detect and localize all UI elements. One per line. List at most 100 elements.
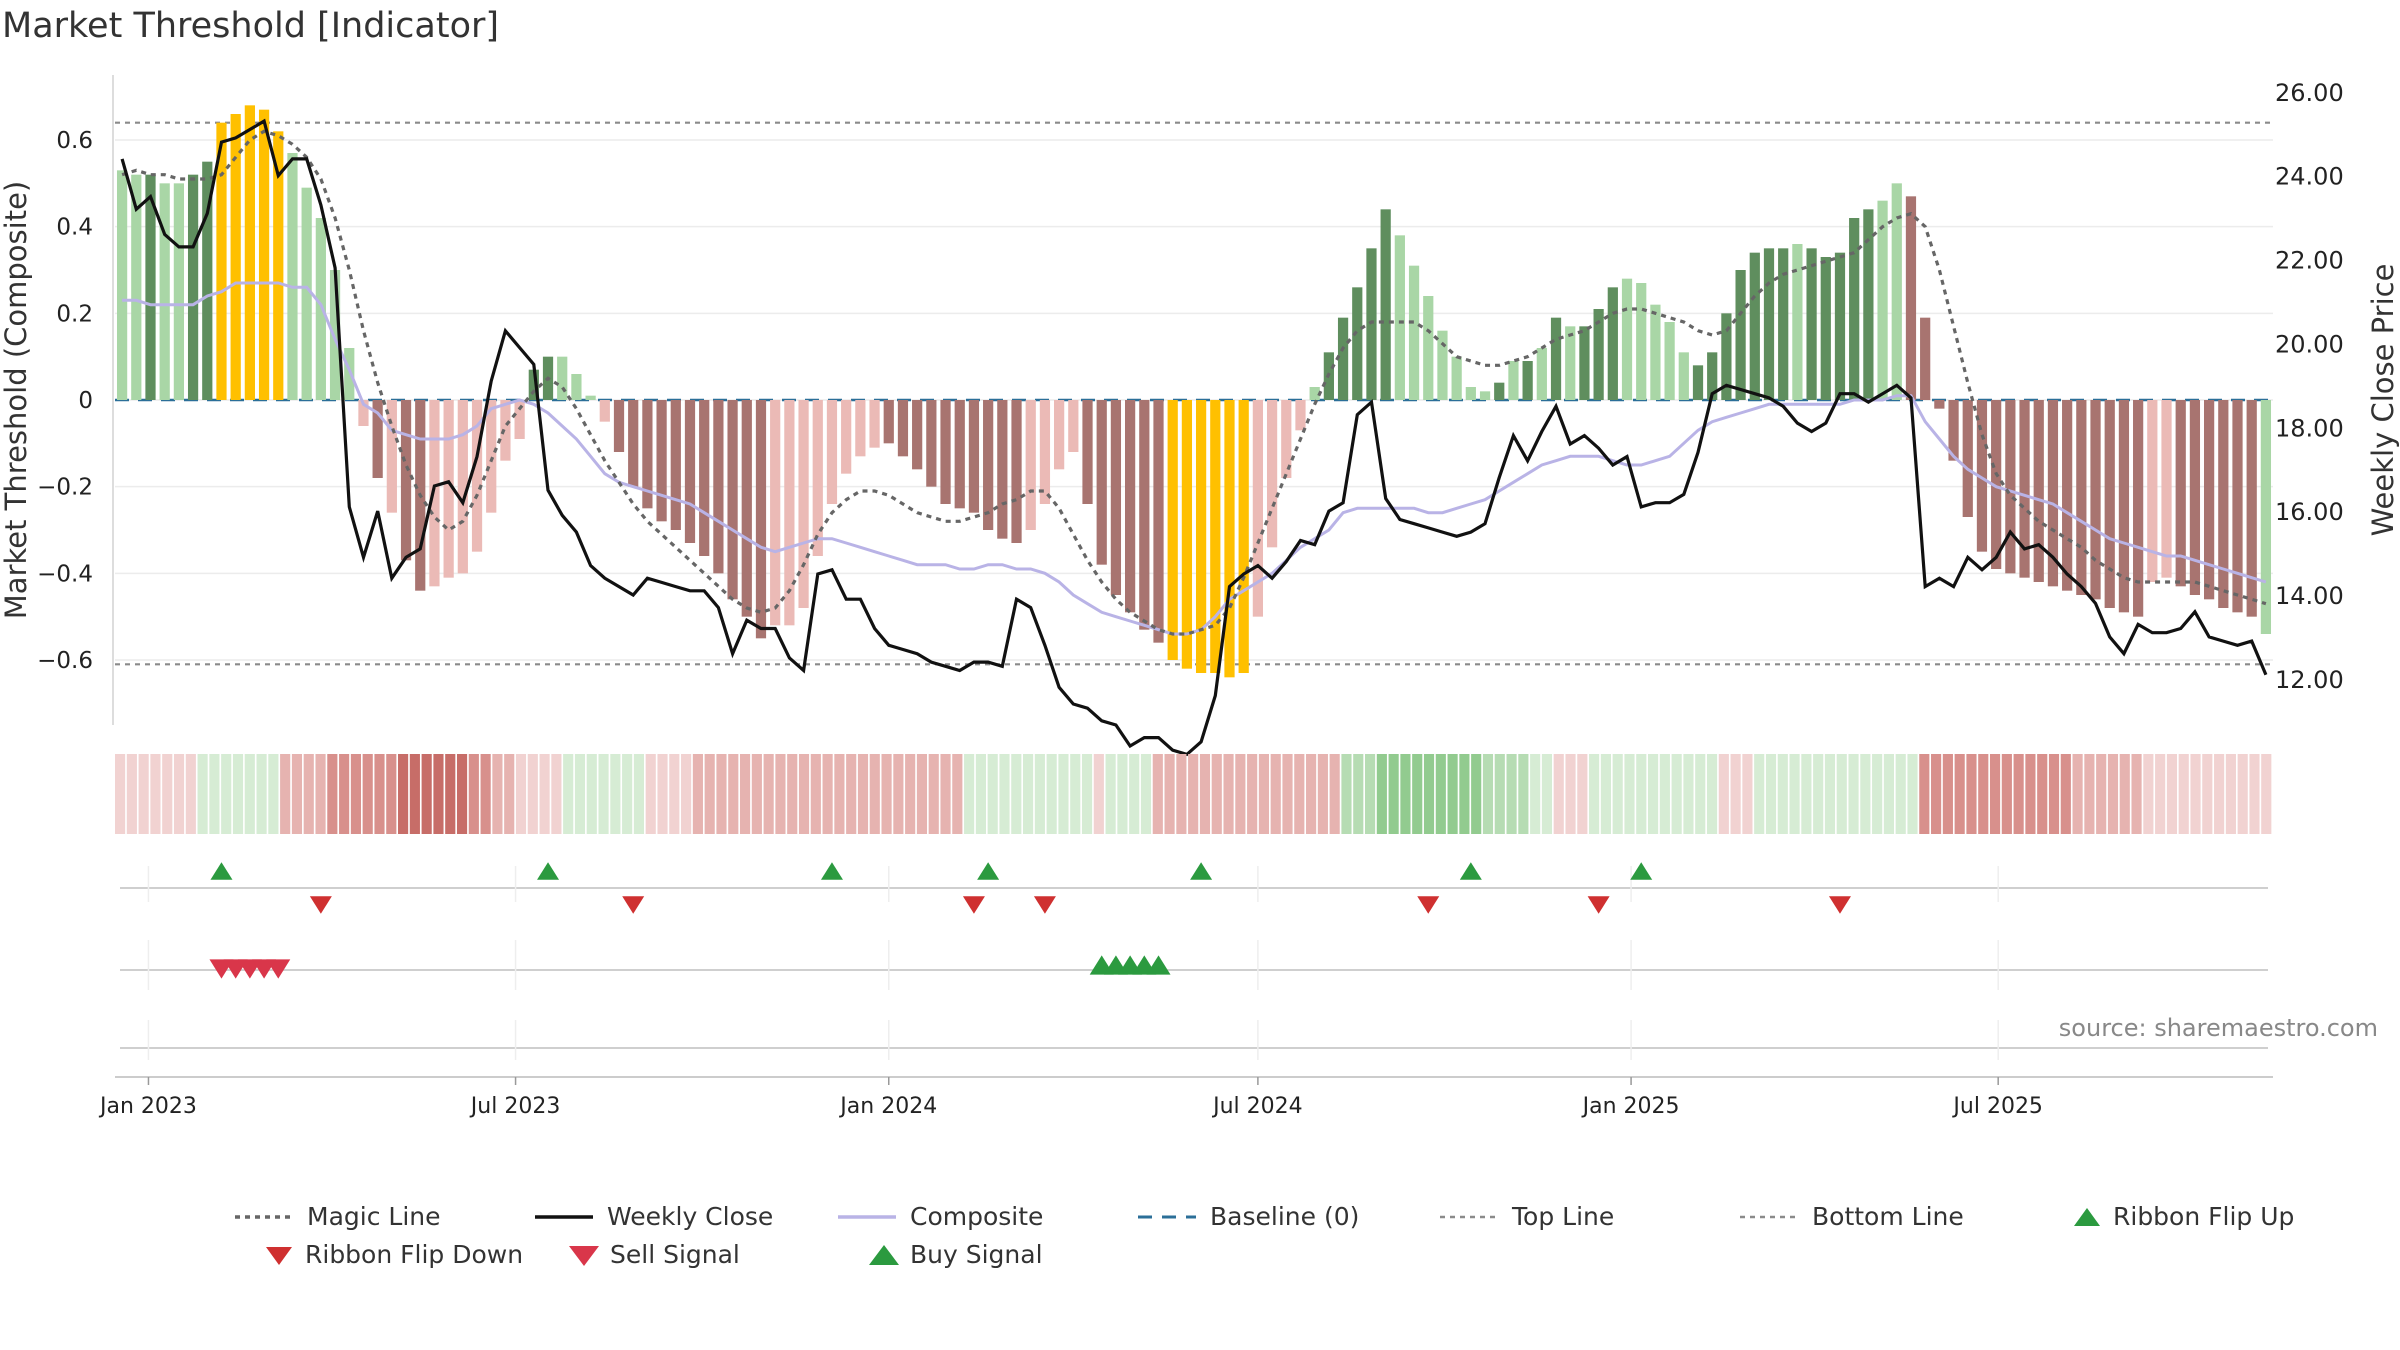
signal-rows (120, 862, 2268, 1060)
composite-bar (1011, 400, 1022, 543)
ribbon-cell (2013, 754, 2024, 834)
ribbon-cell (1317, 754, 1328, 834)
composite-bar (1735, 270, 1746, 400)
ribbon-cell (492, 754, 503, 834)
composite-bar (1281, 400, 1292, 478)
ribbon-cell (657, 754, 668, 834)
ribbon-cell (515, 754, 527, 834)
ribbon-cell (1140, 754, 1152, 834)
legend-label: Composite (910, 1202, 1043, 1231)
ribbon-cell (1353, 754, 1364, 834)
ribbon-cell (1459, 754, 1470, 834)
composite-bar (2118, 400, 2130, 613)
ribbon-cell (350, 754, 361, 834)
ribbon-flip-up-marker (1459, 862, 1482, 880)
ribbon-cell (2072, 754, 2083, 834)
ribbon-flip-up-marker (977, 862, 1000, 880)
composite-bar (1593, 309, 1604, 400)
composite-bar (1125, 400, 1136, 613)
ribbon-cell (1848, 754, 1859, 834)
composite-bar (1664, 322, 1675, 400)
composite-bar (699, 400, 710, 556)
composite-bar (1465, 387, 1476, 400)
composite-bar (1025, 400, 1036, 530)
ribbon-cell (1105, 754, 1116, 834)
composite-bar (585, 395, 596, 400)
ribbon-cell (1376, 754, 1387, 834)
ribbon-cell (1836, 754, 1847, 834)
composite-bar (1238, 400, 1249, 673)
legend-label: Weekly Close (607, 1202, 773, 1231)
composite-bar (968, 400, 980, 513)
composite-bar (1579, 326, 1590, 400)
composite-bar (997, 400, 1008, 539)
ribbon-flip-down-marker (1033, 896, 1056, 914)
composite-bar (1891, 183, 1902, 400)
composite-bar (1607, 287, 1618, 400)
ribbon-cell (1978, 754, 1989, 834)
ribbon-cell (1070, 754, 1081, 834)
ribbon-cell (468, 754, 479, 834)
ribbon-cell (633, 754, 645, 834)
composite-bar (287, 153, 298, 400)
ribbon-cell (563, 754, 574, 834)
composite-bar (1920, 317, 1931, 400)
ribbon-cell (822, 754, 833, 834)
y-right-tick-label: 18.00 (2275, 414, 2344, 442)
ribbon-cell (1400, 754, 1411, 834)
composite-bar (741, 400, 752, 617)
ribbon-cell (775, 754, 786, 834)
ribbon-cell (2025, 754, 2036, 834)
composite-bar (273, 131, 284, 401)
ribbon-cell (1435, 754, 1446, 834)
composite-bar (1437, 330, 1448, 400)
y-left-tick-label: 0.6 (56, 128, 93, 154)
ribbon-cell (1506, 754, 1517, 834)
legend-label: Baseline (0) (1210, 1202, 1359, 1231)
ribbon-cell (1530, 754, 1541, 834)
ribbon-cell (763, 754, 774, 834)
composite-bar (1565, 326, 1576, 400)
legend-item-flip_down: Ribbon Flip Down (266, 1240, 523, 1269)
composite-bar (1650, 304, 1661, 400)
composite-bar (1479, 391, 1491, 400)
ribbon-cell (1282, 754, 1293, 834)
ribbon-cell (1659, 754, 1670, 834)
x-tick-label: Jul 2025 (1951, 1094, 2043, 1119)
ribbon-cell (798, 754, 810, 834)
ribbon-cell (1329, 754, 1340, 834)
ribbon-cell (256, 754, 267, 834)
ribbon-cell (1176, 754, 1187, 834)
composite-bar (1309, 387, 1320, 400)
ribbon-cell (1482, 754, 1494, 834)
ribbon-cell (999, 754, 1010, 834)
composite-bar (1763, 248, 1775, 400)
ribbon-cell (1223, 754, 1234, 834)
legend-item-buy: Buy Signal (869, 1240, 1043, 1269)
axes: 0.6 0.4 0.2 0 −0.2 −0.4 −0.6 26.00 24.00 22.00 20.… (0, 75, 2400, 725)
composite-bar (628, 400, 639, 487)
ribbon-cell (728, 754, 739, 834)
composite-bar (784, 400, 795, 626)
ribbon-flip-down-marker (962, 896, 985, 914)
ribbon-cell (2119, 754, 2130, 834)
ribbon-cell (1152, 754, 1163, 834)
ribbon-cell (1046, 754, 1057, 834)
composite-bar (1039, 400, 1051, 504)
ribbon-cell (1553, 754, 1564, 834)
composite-bar (514, 400, 525, 439)
composite-bar (1167, 400, 1178, 660)
ribbon-cell (480, 754, 491, 834)
composite-bar (1139, 400, 1150, 630)
legend-swatch-flip-up (2074, 1208, 2100, 1226)
ribbon-cell (1966, 754, 1977, 834)
composite-bar (116, 170, 128, 400)
ribbon-cell (681, 754, 692, 834)
ribbon-cell (2249, 754, 2260, 834)
ribbon-cell (669, 754, 680, 834)
x-tick-label: Jul 2024 (1211, 1094, 1303, 1119)
ribbon-cell (2096, 754, 2107, 834)
y-right-tick-label: 22.00 (2275, 247, 2344, 275)
composite-bar (2047, 400, 2059, 587)
ribbon-cell (1306, 754, 1317, 834)
